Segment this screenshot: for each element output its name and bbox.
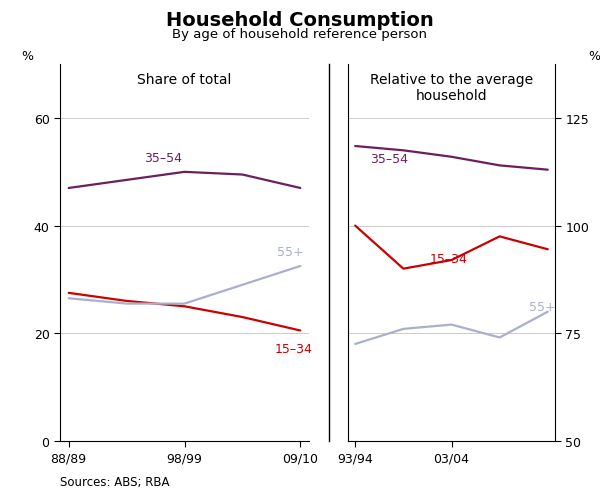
Text: 35–54: 35–54 <box>370 153 407 166</box>
Text: 55+: 55+ <box>529 300 555 313</box>
Text: Share of total: Share of total <box>137 73 232 87</box>
Text: Household Consumption: Household Consumption <box>166 11 434 30</box>
Text: %: % <box>22 50 34 63</box>
Text: 35–54: 35–54 <box>144 152 182 165</box>
Text: Sources: ABS; RBA: Sources: ABS; RBA <box>60 475 170 488</box>
Text: By age of household reference person: By age of household reference person <box>173 28 427 41</box>
Text: 55+: 55+ <box>277 245 304 259</box>
Text: 15–34: 15–34 <box>430 253 468 266</box>
Text: Relative to the average
household: Relative to the average household <box>370 73 533 103</box>
Text: 15–34: 15–34 <box>274 342 312 355</box>
Text: %: % <box>589 50 600 63</box>
